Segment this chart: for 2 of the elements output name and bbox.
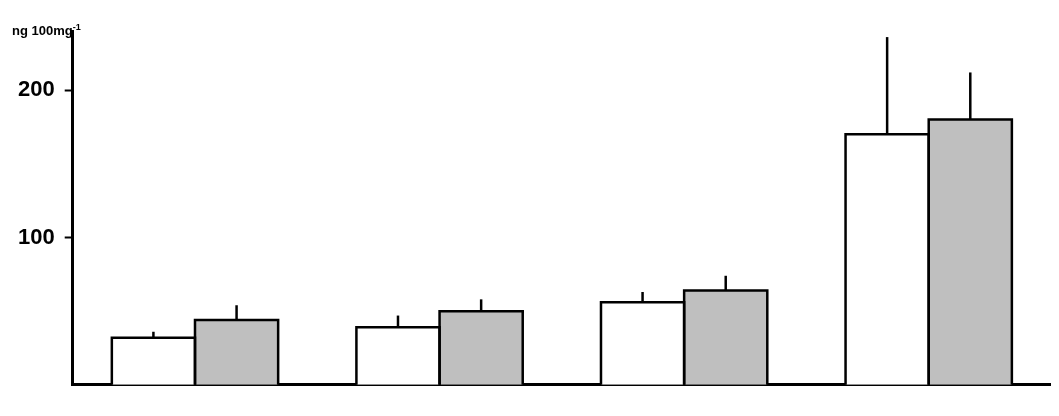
y-tick-label: 100 <box>17 223 55 249</box>
y-tick-label: 200 <box>17 76 55 102</box>
